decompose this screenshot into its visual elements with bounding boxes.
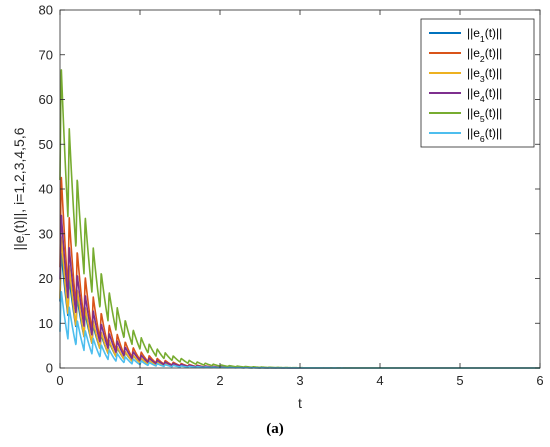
- x-axis-label: t: [298, 395, 302, 411]
- x-tick-label: 5: [456, 373, 463, 388]
- figure-caption: (a): [266, 421, 284, 437]
- y-tick-label: 40: [39, 182, 53, 197]
- legend: ||e1(t)|| ||e2(t)|| ||e3(t)|| ||e4(t)|| ||e5…: [420, 18, 535, 148]
- x-tick-label: 6: [536, 373, 543, 388]
- y-tick-label: 10: [39, 316, 53, 331]
- y-axis-label: ||ei(t)||, i=1,2,3,4,5,6: [11, 127, 33, 250]
- y-tick-label: 50: [39, 137, 53, 152]
- legend-box: [420, 18, 535, 148]
- y-tick-label: 20: [39, 271, 53, 286]
- legend-label-5: ||e5(t)||: [467, 106, 502, 124]
- y-tick-label: 60: [39, 92, 53, 107]
- y-tick-label: 80: [39, 3, 53, 18]
- legend-label-2: ||e2(t)||: [467, 46, 502, 64]
- legend-label-6: ||e6(t)||: [467, 126, 502, 144]
- y-tick-label: 0: [46, 361, 53, 376]
- x-tick-label: 2: [216, 373, 223, 388]
- legend-label-1: ||e1(t)||: [467, 26, 502, 44]
- x-tick-label: 3: [296, 373, 303, 388]
- y-tick-label: 30: [39, 226, 53, 241]
- legend-label-4: ||e4(t)||: [467, 86, 502, 104]
- legend-label-3: ||e3(t)||: [467, 66, 502, 84]
- x-tick-label: 0: [56, 373, 63, 388]
- y-tick-label: 70: [39, 47, 53, 62]
- x-tick-label: 1: [136, 373, 143, 388]
- x-tick-label: 4: [376, 373, 383, 388]
